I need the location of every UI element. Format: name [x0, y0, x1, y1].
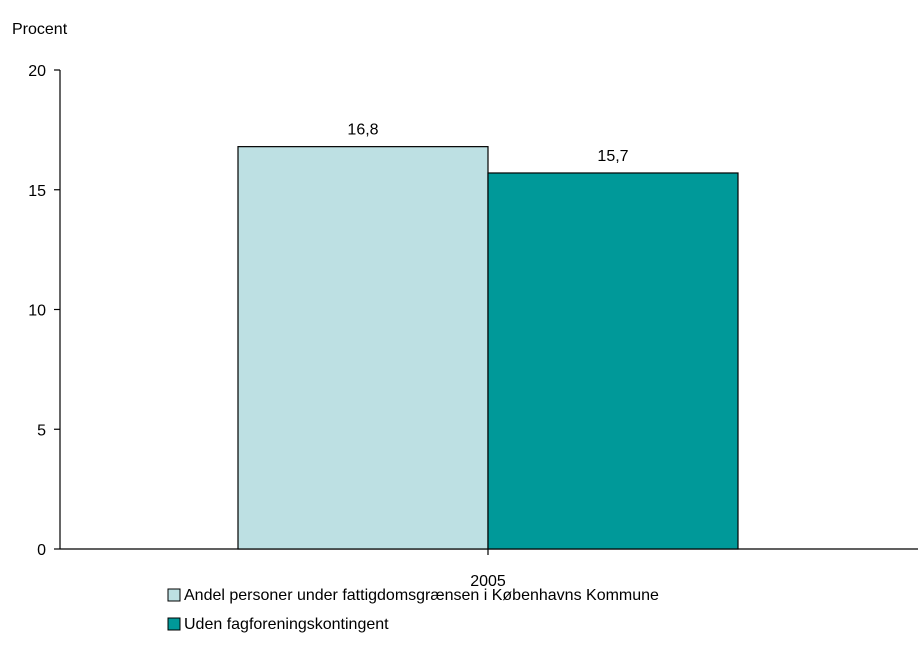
- y-tick-label: 20: [28, 63, 46, 80]
- y-tick-label: 10: [28, 303, 46, 320]
- legend-label-1: Andel personer under fattigdomsgrænsen i…: [184, 587, 659, 604]
- legend-swatch-1: [167, 588, 181, 602]
- value-labels-group: 16,8 15,7: [347, 122, 628, 165]
- y-tick-label: 15: [28, 183, 46, 200]
- legend: Andel personer under fattigdomsgrænsen i…: [167, 587, 659, 633]
- bar-series-2: [487, 172, 739, 550]
- y-tick-label: 5: [37, 422, 46, 439]
- y-axis-ticks: 0 5 10 15 20: [28, 63, 60, 559]
- legend-label-2: Uden fagforeningskontingent: [184, 616, 389, 633]
- x-axis-ticks: 2005: [470, 549, 506, 590]
- x-tick-label: 2005: [470, 573, 506, 590]
- bar-value-label: 16,8: [347, 122, 378, 139]
- bar-value-label: 15,7: [597, 148, 628, 165]
- y-axis-title: Procent: [12, 21, 68, 38]
- legend-swatch-2: [167, 617, 181, 631]
- bar-series-1: [237, 146, 489, 550]
- y-tick-label: 0: [37, 542, 46, 559]
- bars-group: [237, 146, 739, 550]
